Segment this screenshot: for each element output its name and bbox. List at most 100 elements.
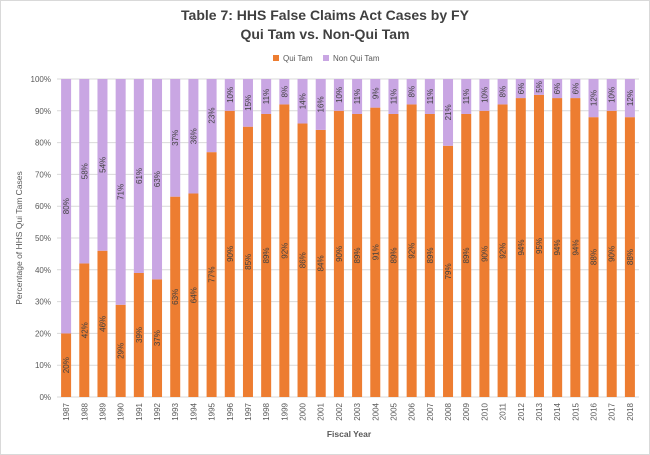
y-tick-label: 70% bbox=[35, 170, 51, 179]
legend: Qui Tam Non Qui Tam bbox=[273, 54, 380, 63]
bar-qui-tam bbox=[515, 98, 526, 397]
data-label-qui-tam: 20% bbox=[62, 357, 71, 373]
bar-non-qui-tam bbox=[370, 79, 381, 108]
x-tick-label: 2001 bbox=[317, 402, 326, 420]
data-label-non-qui-tam: 10% bbox=[480, 87, 489, 103]
bar-qui-tam bbox=[315, 129, 326, 397]
x-tick-label: 1993 bbox=[171, 402, 180, 420]
data-label-qui-tam: 89% bbox=[353, 247, 362, 263]
y-axis-ticks: 0% 10% 20% 30% 40% 50% 60% 70% 80% 90% 100% bbox=[31, 75, 51, 402]
data-label-qui-tam: 89% bbox=[426, 247, 435, 263]
data-label-qui-tam: 85% bbox=[244, 254, 253, 270]
bar-non-qui-tam bbox=[206, 79, 217, 153]
data-label-qui-tam: 89% bbox=[389, 247, 398, 263]
y-tick-label: 100% bbox=[31, 75, 51, 84]
data-label-qui-tam: 94% bbox=[571, 240, 580, 256]
bar-qui-tam bbox=[606, 110, 617, 398]
bar-non-qui-tam bbox=[170, 79, 181, 197]
bar-qui-tam bbox=[461, 113, 472, 397]
bar-qui-tam bbox=[588, 117, 599, 397]
bar-qui-tam bbox=[261, 113, 272, 397]
bar-qui-tam bbox=[406, 104, 417, 397]
data-label-non-qui-tam: 63% bbox=[153, 171, 162, 187]
y-tick-label: 20% bbox=[35, 329, 51, 338]
y-tick-label: 30% bbox=[35, 298, 51, 307]
bar-non-qui-tam bbox=[588, 79, 599, 118]
data-label-qui-tam: 94% bbox=[517, 240, 526, 256]
bar-qui-tam bbox=[79, 263, 90, 397]
data-label-qui-tam: 92% bbox=[280, 243, 289, 259]
data-label-qui-tam: 64% bbox=[189, 287, 198, 303]
bar-qui-tam bbox=[624, 117, 635, 397]
bar-non-qui-tam bbox=[552, 79, 563, 99]
y-tick-label: 0% bbox=[39, 393, 51, 402]
data-label-non-qui-tam: 71% bbox=[117, 184, 126, 200]
bar-non-qui-tam bbox=[297, 79, 308, 124]
bar-qui-tam bbox=[570, 98, 581, 397]
x-tick-label: 2015 bbox=[571, 402, 580, 420]
bar-qui-tam bbox=[115, 304, 126, 397]
data-label-non-qui-tam: 37% bbox=[171, 130, 180, 146]
data-label-qui-tam: 77% bbox=[208, 267, 217, 283]
y-tick-label: 40% bbox=[35, 266, 51, 275]
bar-qui-tam bbox=[188, 193, 199, 397]
x-axis-ticks: 1987 1988 1989 1990 1991 1992 1993 1994 1995 1996… bbox=[62, 402, 635, 420]
data-label-qui-tam: 91% bbox=[371, 244, 380, 260]
bar-non-qui-tam bbox=[279, 79, 290, 105]
data-label-qui-tam: 79% bbox=[444, 263, 453, 279]
x-tick-label: 1999 bbox=[280, 402, 289, 420]
legend-swatch-non-qui-tam bbox=[323, 55, 329, 61]
data-label-non-qui-tam: 9% bbox=[371, 88, 380, 100]
data-label-non-qui-tam: 23% bbox=[208, 108, 217, 124]
x-tick-label: 1995 bbox=[208, 402, 217, 420]
data-label-qui-tam: 92% bbox=[499, 243, 508, 259]
data-label-non-qui-tam: 11% bbox=[262, 89, 271, 104]
data-label-qui-tam: 88% bbox=[626, 249, 635, 265]
data-label-non-qui-tam: 54% bbox=[98, 157, 107, 173]
bar-non-qui-tam bbox=[188, 79, 199, 194]
data-label-qui-tam: 29% bbox=[117, 343, 126, 359]
bar-non-qui-tam bbox=[261, 79, 272, 114]
bar-qui-tam bbox=[61, 333, 72, 397]
data-label-qui-tam: 90% bbox=[226, 246, 235, 262]
data-label-non-qui-tam: 12% bbox=[626, 90, 635, 106]
bar-qui-tam bbox=[206, 152, 217, 397]
x-tick-label: 2011 bbox=[499, 402, 508, 420]
x-tick-label: 1998 bbox=[262, 402, 271, 420]
x-tick-label: 2014 bbox=[553, 402, 562, 420]
data-label-non-qui-tam: 11% bbox=[426, 89, 435, 104]
data-label-qui-tam: 88% bbox=[590, 249, 599, 265]
x-tick-label: 1994 bbox=[189, 402, 198, 420]
bar-non-qui-tam bbox=[388, 79, 399, 114]
data-label-qui-tam: 94% bbox=[553, 240, 562, 256]
bar-non-qui-tam bbox=[315, 79, 326, 130]
data-label-qui-tam: 90% bbox=[335, 246, 344, 262]
bar-qui-tam bbox=[370, 107, 381, 398]
bar-non-qui-tam bbox=[333, 79, 344, 111]
x-axis-title: Fiscal Year bbox=[327, 429, 372, 439]
x-tick-label: 2010 bbox=[480, 402, 489, 420]
bar-non-qui-tam bbox=[61, 79, 72, 334]
x-tick-label: 1987 bbox=[62, 402, 71, 420]
data-label-qui-tam: 95% bbox=[535, 238, 544, 254]
bar-qui-tam bbox=[479, 110, 490, 398]
bar-qui-tam bbox=[497, 104, 508, 397]
x-tick-label: 2009 bbox=[462, 402, 471, 420]
x-tick-label: 2002 bbox=[335, 402, 344, 420]
y-tick-label: 80% bbox=[35, 139, 51, 148]
x-tick-label: 2017 bbox=[608, 402, 617, 420]
bar-non-qui-tam bbox=[443, 79, 454, 146]
data-label-qui-tam: 89% bbox=[462, 247, 471, 263]
data-label-non-qui-tam: 8% bbox=[408, 86, 417, 98]
y-tick-label: 90% bbox=[35, 107, 51, 116]
data-label-qui-tam: 63% bbox=[171, 289, 180, 305]
bar-non-qui-tam bbox=[515, 79, 526, 99]
x-tick-label: 1991 bbox=[135, 402, 144, 420]
x-tick-label: 2000 bbox=[299, 402, 308, 420]
bar-qui-tam bbox=[333, 110, 344, 398]
data-label-non-qui-tam: 61% bbox=[135, 168, 144, 184]
data-label-non-qui-tam: 10% bbox=[608, 87, 617, 103]
data-label-non-qui-tam: 11% bbox=[389, 89, 398, 104]
bar-qui-tam bbox=[224, 110, 235, 398]
